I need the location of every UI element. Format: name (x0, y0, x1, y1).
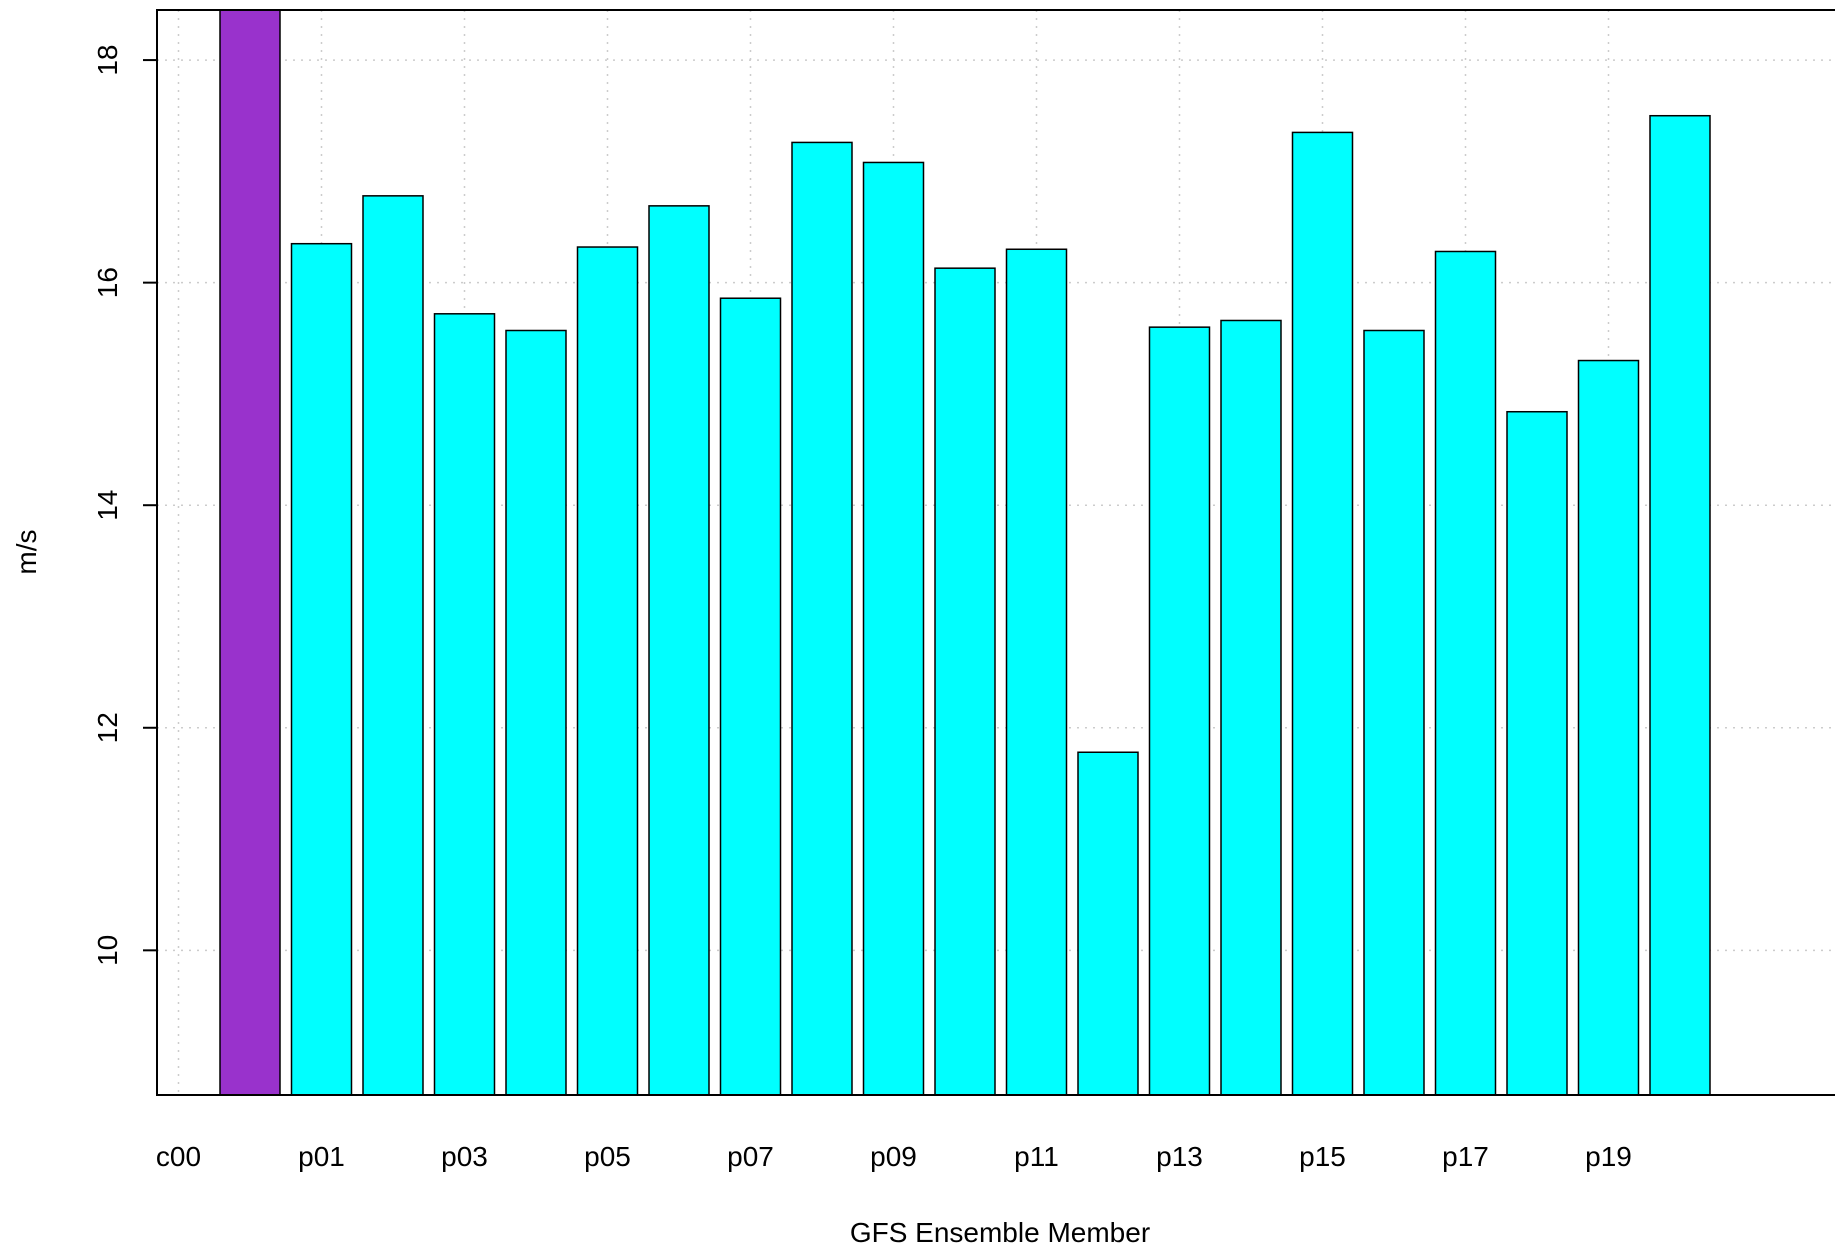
x-tick-label: p07 (727, 1141, 774, 1172)
bar (1005, 248, 1068, 1096)
bar (576, 246, 639, 1096)
bar (1148, 326, 1211, 1096)
x-tick-label: p11 (1014, 1141, 1059, 1172)
bar (433, 313, 496, 1096)
bar (1077, 751, 1139, 1096)
y-tick-label: 16 (92, 267, 123, 298)
x-tick-label: p05 (584, 1141, 631, 1172)
bar (934, 267, 996, 1096)
bar (648, 205, 710, 1096)
y-tick-label: 10 (92, 935, 123, 966)
bar (719, 297, 782, 1096)
x-axis-title: GFS Ensemble Member (850, 1217, 1150, 1248)
bar (862, 161, 925, 1096)
x-tick-label: p13 (1156, 1141, 1203, 1172)
y-tick-label: 14 (92, 490, 123, 521)
bar (1363, 329, 1425, 1096)
bar (1577, 359, 1640, 1096)
bar (1220, 319, 1282, 1096)
y-axis: 10 12 14 16 18 (92, 44, 157, 966)
bar (290, 242, 353, 1096)
x-tick-label: p03 (441, 1141, 488, 1172)
x-tick-label: p09 (870, 1141, 917, 1172)
bar (505, 329, 567, 1096)
x-tick-label: p19 (1585, 1141, 1632, 1172)
bars (219, 9, 1711, 1096)
y-axis-title: m/s (11, 529, 42, 574)
bar (1434, 250, 1497, 1096)
y-tick-label: 12 (92, 712, 123, 743)
bar (1291, 131, 1354, 1096)
bar (791, 141, 853, 1096)
bar (219, 9, 281, 1096)
y-tick-label: 18 (92, 44, 123, 75)
x-tick-label: p15 (1299, 1141, 1346, 1172)
bar (1506, 410, 1568, 1096)
x-tick-label: c00 (156, 1141, 201, 1172)
x-tick-label: p01 (298, 1141, 345, 1172)
x-tick-label: p17 (1442, 1141, 1489, 1172)
bar (1649, 114, 1711, 1096)
bar (362, 195, 424, 1096)
plot-frame (156, 9, 1835, 1096)
x-axis: c00 p01 p03 p05 p07 p09 p11 p13 p15 p17 p19 (156, 1141, 1632, 1172)
